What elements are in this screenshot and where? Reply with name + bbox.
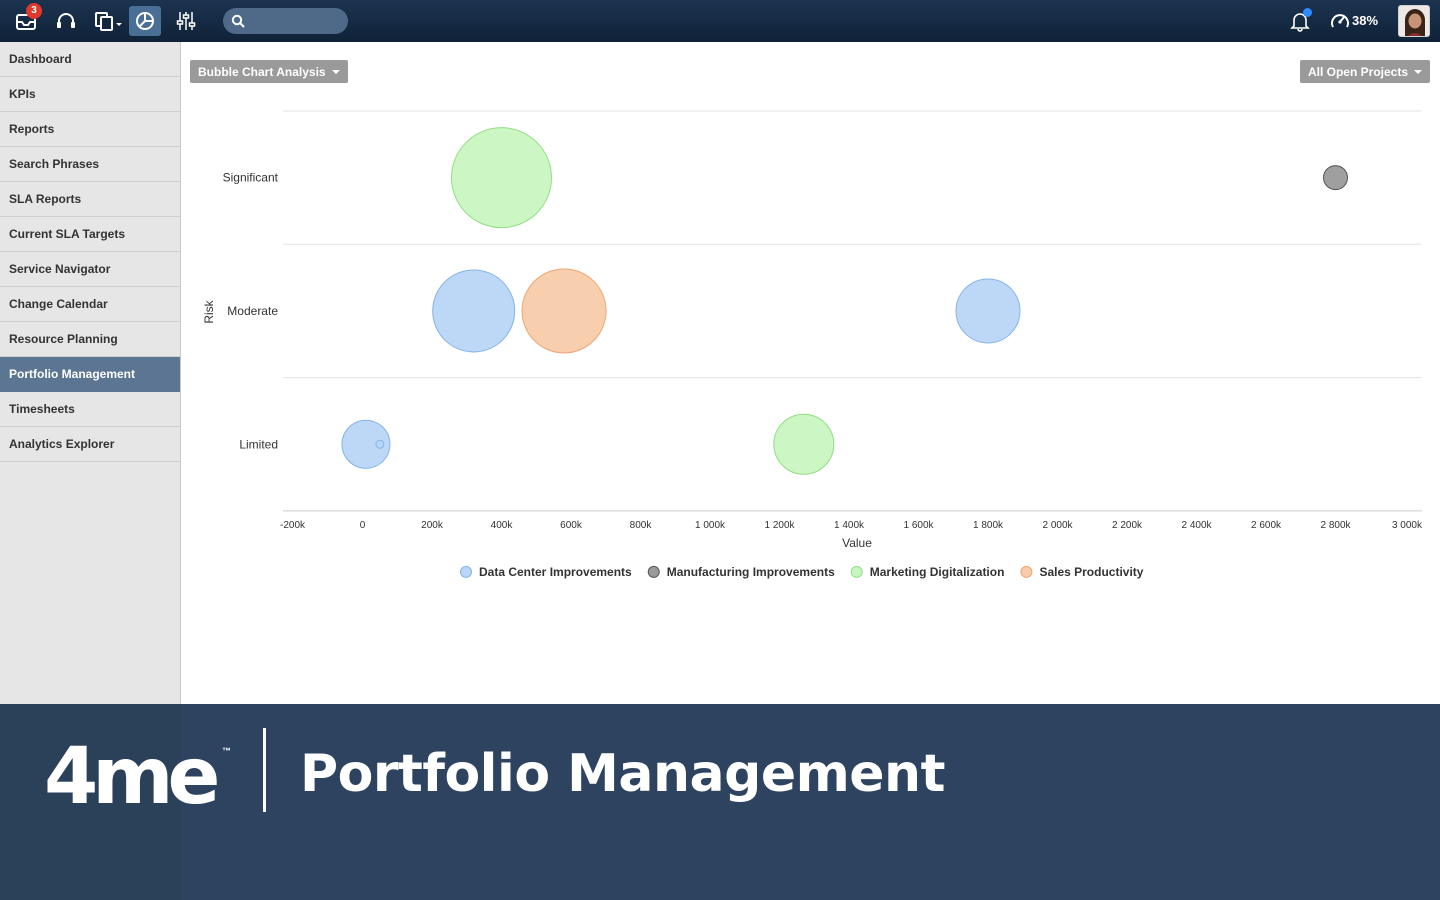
support-button[interactable] <box>50 6 82 36</box>
legend-label: Data Center Improvements <box>479 565 632 579</box>
y-category-label: Significant <box>223 171 279 185</box>
chevron-down-icon <box>1414 69 1422 74</box>
x-tick-label: 2 200k <box>1112 520 1143 531</box>
inbox-button[interactable]: 3 <box>10 3 42 36</box>
chart-type-dropdown[interactable]: Bubble Chart Analysis <box>190 60 348 83</box>
x-tick-label: 2 000k <box>1042 520 1073 531</box>
search-icon <box>231 14 245 28</box>
x-tick-label: 600k <box>560 520 583 531</box>
sidebar-item-analytics-explorer[interactable]: Analytics Explorer <box>0 427 180 462</box>
y-category-label: Limited <box>239 437 278 451</box>
sidebar-item-change-calendar[interactable]: Change Calendar <box>0 287 180 322</box>
legend-marker <box>647 565 660 578</box>
bubble <box>432 269 516 353</box>
project-filter-label: All Open Projects <box>1307 64 1408 79</box>
bell-icon <box>1290 13 1310 32</box>
x-tick-label: 1 000k <box>695 520 726 531</box>
chevron-down-icon <box>331 69 340 74</box>
user-photo-icon <box>1399 6 1429 36</box>
x-tick-label: 800k <box>630 520 653 531</box>
legend-label: Sales Productivity <box>1039 565 1143 579</box>
y-category-label: Moderate <box>227 304 278 318</box>
banner-title: Portfolio Management <box>300 744 945 804</box>
usage-button[interactable] <box>1326 6 1354 36</box>
main-content: Significant Moderate Limited Risk -200k 0 200k… <box>181 42 1440 704</box>
y-axis-title: Risk <box>202 299 216 323</box>
x-tick-label: 2 400k <box>1181 520 1212 531</box>
sidebar-item-kpis[interactable]: KPIs <box>0 77 180 112</box>
headset-icon <box>57 13 75 28</box>
x-tick-label: 200k <box>421 520 444 531</box>
legend-marker <box>850 565 863 578</box>
copy-icon <box>95 12 122 31</box>
legend-label: Manufacturing Improvements <box>667 565 835 579</box>
bubble <box>1323 165 1348 191</box>
banner-sidebar-shade <box>0 704 181 900</box>
usage-percent: 38% <box>1352 13 1379 28</box>
bubble <box>341 419 391 469</box>
sidebar-item-sla-reports[interactable]: SLA Reports <box>0 182 180 217</box>
new-record-menu[interactable] <box>90 6 126 36</box>
sidebar-item-current-sla-targets[interactable]: Current SLA Targets <box>0 217 180 252</box>
legend-label: Marketing Digitalization <box>870 565 1005 579</box>
sidebar-item-resource-planning[interactable]: Resource Planning <box>0 322 180 357</box>
bubble-chart: Significant Moderate Limited Risk -200k 0 200k… <box>202 110 1423 579</box>
sidebar-item-service-navigator[interactable]: Service Navigator <box>0 252 180 287</box>
x-tick-label: 2 600k <box>1251 520 1282 531</box>
bubble <box>451 127 552 229</box>
trademark-mark: ™ <box>222 746 231 756</box>
project-filter-dropdown[interactable]: All Open Projects <box>1299 60 1430 83</box>
x-tick-label: 0 <box>360 520 366 531</box>
x-axis-title: Value <box>842 536 872 550</box>
search-input[interactable] <box>223 8 348 34</box>
sidebar-item-portfolio-management[interactable]: Portfolio Management <box>0 357 180 392</box>
sidebar-item-search-phrases[interactable]: Search Phrases <box>0 147 180 182</box>
x-tick-label: 2 800k <box>1320 520 1351 531</box>
inbox-count-badge: 3 <box>26 3 42 19</box>
top-bar: 3 <box>0 0 1440 42</box>
x-tick-label: 1 800k <box>973 520 1004 531</box>
avatar[interactable] <box>1398 5 1430 37</box>
sidebar-item-timesheets[interactable]: Timesheets <box>0 392 180 427</box>
sidebar-item-reports[interactable]: Reports <box>0 112 180 147</box>
x-tick-label: 1 200k <box>764 520 795 531</box>
x-tick-label: 3 000k <box>1392 520 1423 531</box>
legend-marker <box>1020 565 1033 578</box>
speedometer-icon <box>1331 14 1349 28</box>
banner-divider <box>263 728 266 812</box>
sidebar: Dashboard KPIs Reports Search Phrases SL… <box>0 42 181 704</box>
settings-button[interactable] <box>170 6 202 36</box>
analytics-button[interactable] <box>129 6 161 36</box>
x-tick-label: -200k <box>280 520 306 531</box>
analytics-icon <box>136 12 154 30</box>
legend-marker <box>460 565 472 578</box>
sliders-icon <box>176 12 196 30</box>
notification-dot <box>1303 8 1312 17</box>
footer-banner: 4me ™ Portfolio Management <box>0 704 1440 900</box>
bubble <box>955 278 1021 344</box>
chart-type-label: Bubble Chart Analysis <box>198 64 326 79</box>
logo: 4me <box>44 732 220 822</box>
sidebar-item-dashboard[interactable]: Dashboard <box>0 42 180 77</box>
x-tick-label: 1 600k <box>903 520 934 531</box>
inbox-icon <box>16 14 36 30</box>
x-tick-label: 1 400k <box>834 520 865 531</box>
bubble <box>773 413 835 475</box>
bubble <box>521 268 607 354</box>
bubble <box>375 439 385 449</box>
x-tick-label: 400k <box>491 520 514 531</box>
notifications-button[interactable] <box>1284 6 1316 36</box>
